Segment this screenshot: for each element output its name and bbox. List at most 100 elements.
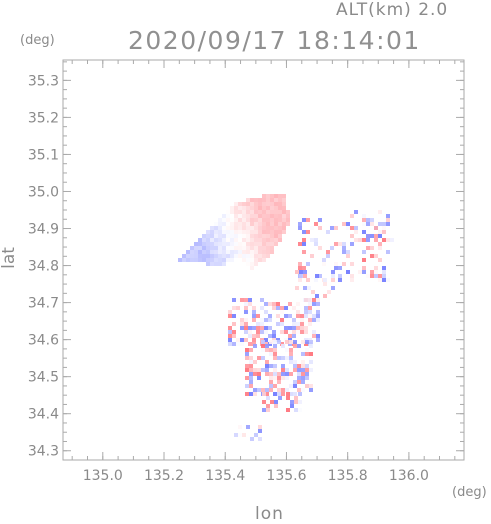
- velocity-cell: [250, 266, 254, 270]
- velocity-cell: [266, 214, 270, 218]
- velocity-cell: [386, 250, 390, 254]
- x-axis-unit: (deg): [452, 485, 487, 500]
- velocity-cell: [250, 258, 254, 262]
- velocity-cell: [218, 234, 222, 238]
- velocity-cell: [338, 274, 342, 278]
- velocity-cell: [282, 206, 286, 210]
- velocity-cell: [301, 372, 305, 376]
- velocity-cell: [250, 206, 254, 210]
- velocity-cell: [288, 334, 292, 338]
- velocity-cell: [284, 306, 288, 310]
- velocity-cell: [268, 334, 272, 338]
- velocity-cell: [218, 246, 222, 250]
- velocity-cell: [280, 322, 284, 326]
- velocity-cell: [249, 376, 253, 380]
- velocity-cell: [278, 234, 282, 238]
- velocity-cell: [342, 246, 346, 250]
- velocity-cell: [266, 226, 270, 230]
- velocity-cell: [278, 238, 282, 242]
- velocity-cell: [374, 238, 378, 242]
- velocity-cell: [194, 254, 198, 258]
- velocity-cell: [238, 218, 242, 222]
- velocity-cell: [274, 238, 278, 242]
- velocity-cell: [296, 310, 300, 314]
- velocity-cell: [210, 254, 214, 258]
- velocity-cell: [273, 376, 277, 380]
- velocity-cell: [262, 218, 266, 222]
- plot-frame: [62, 59, 465, 461]
- velocity-cell: [260, 322, 264, 326]
- velocity-cell: [240, 322, 244, 326]
- velocity-cell: [285, 388, 289, 392]
- velocity-cell: [273, 344, 277, 348]
- velocity-cell: [312, 330, 316, 334]
- velocity-cell: [262, 202, 266, 206]
- velocity-cell: [254, 218, 258, 222]
- velocity-cell: [256, 314, 260, 318]
- velocity-cell: [293, 368, 297, 372]
- velocity-cell: [202, 246, 206, 250]
- velocity-cell: [228, 334, 232, 338]
- velocity-cell: [316, 298, 320, 302]
- velocity-cell: [242, 258, 246, 262]
- velocity-cell: [226, 226, 230, 230]
- velocity-cell: [278, 214, 282, 218]
- velocity-cell: [248, 326, 252, 330]
- velocity-cell: [261, 388, 265, 392]
- velocity-cell: [244, 330, 248, 334]
- velocity-cell: [250, 437, 254, 441]
- velocity-cell: [228, 330, 232, 334]
- velocity-cell: [258, 238, 262, 242]
- velocity-cell: [270, 250, 274, 254]
- velocity-cell: [258, 218, 262, 222]
- velocity-cell: [222, 214, 226, 218]
- velocity-cell: [242, 254, 246, 258]
- velocity-cell: [273, 356, 277, 360]
- velocity-cell: [234, 210, 238, 214]
- velocity-cell: [262, 408, 266, 412]
- velocity-cell: [218, 218, 222, 222]
- velocity-cell: [260, 326, 264, 330]
- velocity-cell: [270, 194, 274, 198]
- velocity-cell: [246, 262, 250, 266]
- velocity-cell: [292, 318, 296, 322]
- velocity-cell: [218, 262, 222, 266]
- velocity-cell: [386, 214, 390, 218]
- velocity-cell: [206, 238, 210, 242]
- velocity-cell: [198, 238, 202, 242]
- y-tick-label: 35.0: [28, 184, 59, 200]
- velocity-cell: [334, 242, 338, 246]
- velocity-cell: [310, 238, 314, 242]
- velocity-cell: [238, 210, 242, 214]
- velocity-cell: [262, 234, 266, 238]
- velocity-cell: [273, 364, 277, 368]
- velocity-cell: [242, 242, 246, 246]
- velocity-cell: [282, 222, 286, 226]
- velocity-cell: [346, 270, 350, 274]
- velocity-cell: [246, 198, 250, 202]
- velocity-cell: [202, 238, 206, 242]
- velocity-cell: [274, 194, 278, 198]
- velocity-cell: [238, 230, 242, 234]
- velocity-cell: [314, 278, 318, 282]
- velocity-cell: [366, 238, 370, 242]
- velocity-cell: [254, 234, 258, 238]
- velocity-cell: [378, 246, 382, 250]
- velocity-cell: [253, 372, 257, 376]
- velocity-cell: [214, 250, 218, 254]
- velocity-cell: [244, 310, 248, 314]
- velocity-cell: [278, 230, 282, 234]
- velocity-cell: [342, 262, 346, 266]
- velocity-cell: [378, 210, 382, 214]
- velocity-cell: [273, 348, 277, 352]
- velocity-cell: [234, 250, 238, 254]
- velocity-cell: [258, 246, 262, 250]
- velocity-cell: [346, 250, 350, 254]
- velocity-cell: [318, 218, 322, 222]
- velocity-cell: [286, 396, 290, 400]
- velocity-cell: [245, 384, 249, 388]
- velocity-cell: [258, 206, 262, 210]
- velocity-cell: [301, 352, 305, 356]
- velocity-cell: [266, 202, 270, 206]
- velocity-cell: [266, 238, 270, 242]
